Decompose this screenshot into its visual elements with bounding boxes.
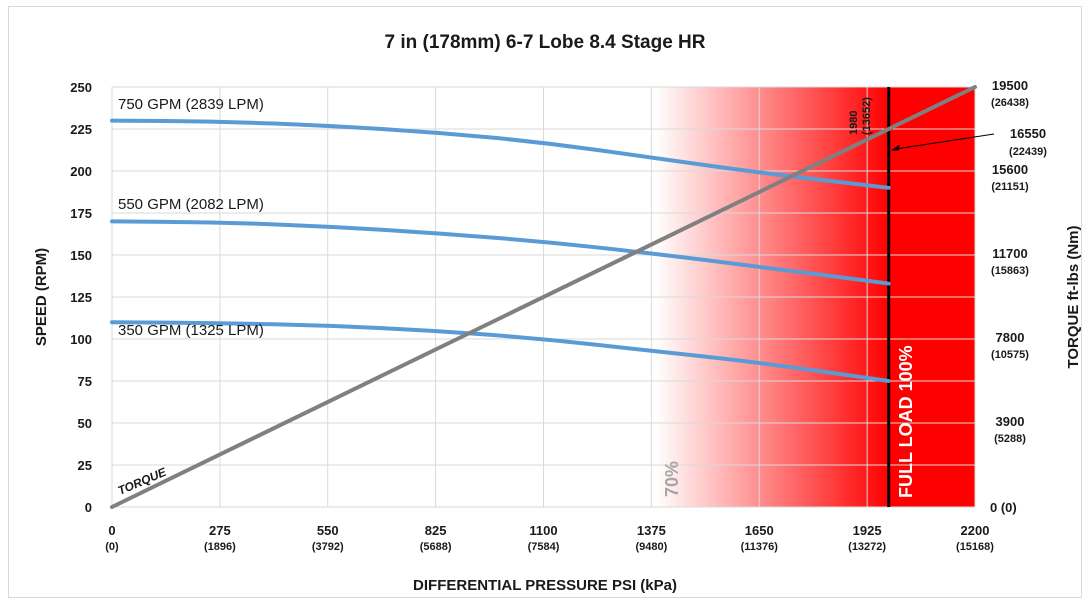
y-tick-label: 250 (70, 80, 92, 95)
x-tick-label: 1375 (637, 523, 666, 538)
y2-tick-label: 3900 (996, 414, 1025, 429)
load-70-label: 70% (662, 461, 682, 497)
x-tick-label: 825 (425, 523, 447, 538)
y2-axis-title: TORQUE ft-lbs (Nm) (1065, 225, 1082, 368)
speed-series-line (110, 219, 891, 286)
speed-series-line (110, 320, 891, 383)
y-tick-label: 0 (85, 500, 92, 515)
x-tick-label: 275 (209, 523, 231, 538)
torque-line (110, 85, 977, 509)
x-tick-sublabel: (5688) (420, 541, 452, 553)
y-tick-label: 25 (78, 458, 92, 473)
x-tick-sublabel: (13272) (848, 541, 886, 553)
y2-tick-sublabel: (10575) (991, 349, 1029, 361)
annotation-label: 16550 (1010, 126, 1046, 141)
x-tick-sublabel: (1896) (204, 541, 236, 553)
y2-tick-sublabel: (5288) (994, 433, 1026, 445)
y-tick-label: 175 (70, 206, 92, 221)
series-label: 350 GPM (1325 LPM) (118, 322, 264, 339)
x-tick-label: 0 (108, 523, 115, 538)
y-tick-label: 125 (70, 290, 92, 305)
x-tick-label: 550 (317, 523, 339, 538)
y-tick-label: 50 (78, 416, 92, 431)
y2-tick-sublabel: (15863) (991, 265, 1029, 277)
arrow-head-icon (890, 144, 900, 151)
y2-tick-label: 19500 (992, 78, 1028, 93)
y-tick-label: 150 (70, 248, 92, 263)
x-tick-sublabel: (7584) (528, 541, 560, 553)
y2-tick-sublabel: (26438) (991, 97, 1029, 109)
y-tick-label: 200 (70, 164, 92, 179)
y2-tick-sublabel: (21151) (991, 181, 1029, 193)
full-load-label: FULL LOAD 100% (896, 345, 916, 498)
y-tick-label: 75 (78, 374, 92, 389)
series-label: 750 GPM (2839 LPM) (118, 96, 264, 113)
y2-tick-label: 11700 (992, 246, 1027, 261)
y2-tick-label: 7800 (996, 330, 1025, 345)
x-tick-label: 1650 (745, 523, 774, 538)
speed-series-line (110, 118, 891, 190)
x-tick-label: 1925 (853, 523, 882, 538)
annotation-sublabel: (22439) (1009, 146, 1047, 158)
chart-title: 7 in (178mm) 6-7 Lobe 8.4 Stage HR (385, 32, 706, 53)
x-tick-sublabel: (15168) (956, 541, 994, 553)
y-tick-label: 225 (70, 122, 92, 137)
y-axis-title: SPEED (RPM) (33, 248, 50, 346)
x-tick-sublabel: (11376) (741, 541, 779, 553)
series-label: 550 GPM (2082 LPM) (118, 196, 264, 213)
y2-tick-label: 0 (0) (990, 500, 1017, 515)
full-load-value: 1980 (848, 111, 860, 135)
x-tick-sublabel: (3792) (312, 541, 344, 553)
annotation-arrow (892, 133, 995, 151)
x-tick-label: 1100 (529, 523, 557, 538)
x-tick-sublabel: (0) (105, 541, 119, 553)
y-tick-label: 100 (70, 332, 92, 347)
y2-tick-label: 15600 (992, 162, 1028, 177)
full-load-value-sub: (13652) (861, 97, 873, 135)
x-axis-title: DIFFERENTIAL PRESSURE PSI (kPa) (413, 577, 677, 594)
x-tick-sublabel: (9480) (635, 541, 667, 553)
x-tick-label: 2200 (961, 523, 990, 538)
